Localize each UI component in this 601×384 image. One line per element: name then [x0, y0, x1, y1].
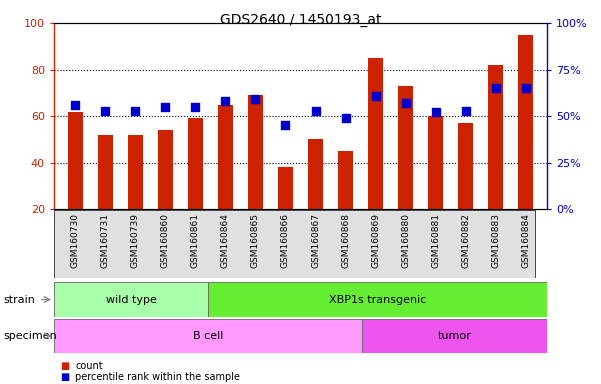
Text: ■: ■: [60, 361, 69, 371]
Text: tumor: tumor: [438, 331, 471, 341]
Point: [281, 122, 290, 129]
Bar: [398, 86, 413, 209]
Text: GSM160730: GSM160730: [71, 214, 79, 268]
Bar: [128, 135, 143, 209]
Bar: [67, 111, 83, 209]
Text: GSM160861: GSM160861: [191, 214, 200, 268]
Bar: [188, 119, 203, 209]
Bar: [157, 130, 173, 209]
Point: [100, 108, 110, 114]
Text: ■: ■: [60, 372, 69, 382]
Bar: [278, 167, 293, 209]
FancyBboxPatch shape: [54, 282, 208, 317]
Point: [160, 104, 170, 110]
Point: [311, 108, 320, 114]
Bar: [368, 58, 383, 209]
Text: GSM160866: GSM160866: [281, 214, 290, 268]
Point: [371, 93, 380, 99]
Text: GSM160731: GSM160731: [101, 214, 109, 268]
Point: [491, 85, 501, 91]
Text: GSM160860: GSM160860: [161, 214, 169, 268]
Text: GSM160882: GSM160882: [462, 214, 470, 268]
Text: wild type: wild type: [106, 295, 156, 305]
Bar: [338, 151, 353, 209]
Text: GSM160864: GSM160864: [221, 214, 230, 268]
Text: percentile rank within the sample: percentile rank within the sample: [75, 372, 240, 382]
Bar: [458, 123, 474, 209]
Point: [191, 104, 200, 110]
Text: GSM160883: GSM160883: [492, 214, 500, 268]
Text: GSM160868: GSM160868: [341, 214, 350, 268]
Bar: [248, 95, 263, 209]
Text: GSM160880: GSM160880: [401, 214, 410, 268]
Text: B cell: B cell: [193, 331, 224, 341]
Text: GSM160884: GSM160884: [522, 214, 530, 268]
Text: GSM160867: GSM160867: [311, 214, 320, 268]
Text: GSM160881: GSM160881: [432, 214, 440, 268]
Point: [521, 85, 531, 91]
Text: count: count: [75, 361, 103, 371]
Text: GSM160865: GSM160865: [251, 214, 260, 268]
Bar: [428, 116, 444, 209]
Bar: [218, 104, 233, 209]
Text: specimen: specimen: [3, 331, 56, 341]
Point: [401, 100, 410, 106]
Point: [130, 108, 140, 114]
Text: GDS2640 / 1450193_at: GDS2640 / 1450193_at: [220, 13, 381, 27]
Point: [70, 102, 80, 108]
Bar: [97, 135, 113, 209]
Text: GSM160739: GSM160739: [131, 214, 139, 268]
Point: [221, 98, 230, 104]
FancyBboxPatch shape: [54, 210, 535, 278]
Bar: [308, 139, 323, 209]
FancyBboxPatch shape: [54, 319, 362, 353]
Point: [251, 96, 260, 103]
Bar: [518, 35, 534, 209]
Point: [461, 108, 471, 114]
FancyBboxPatch shape: [362, 319, 547, 353]
Text: XBP1s transgenic: XBP1s transgenic: [329, 295, 426, 305]
Bar: [488, 65, 504, 209]
FancyBboxPatch shape: [208, 282, 547, 317]
Text: GSM160869: GSM160869: [371, 214, 380, 268]
Point: [341, 115, 350, 121]
Point: [431, 109, 441, 116]
Text: strain: strain: [3, 295, 35, 305]
